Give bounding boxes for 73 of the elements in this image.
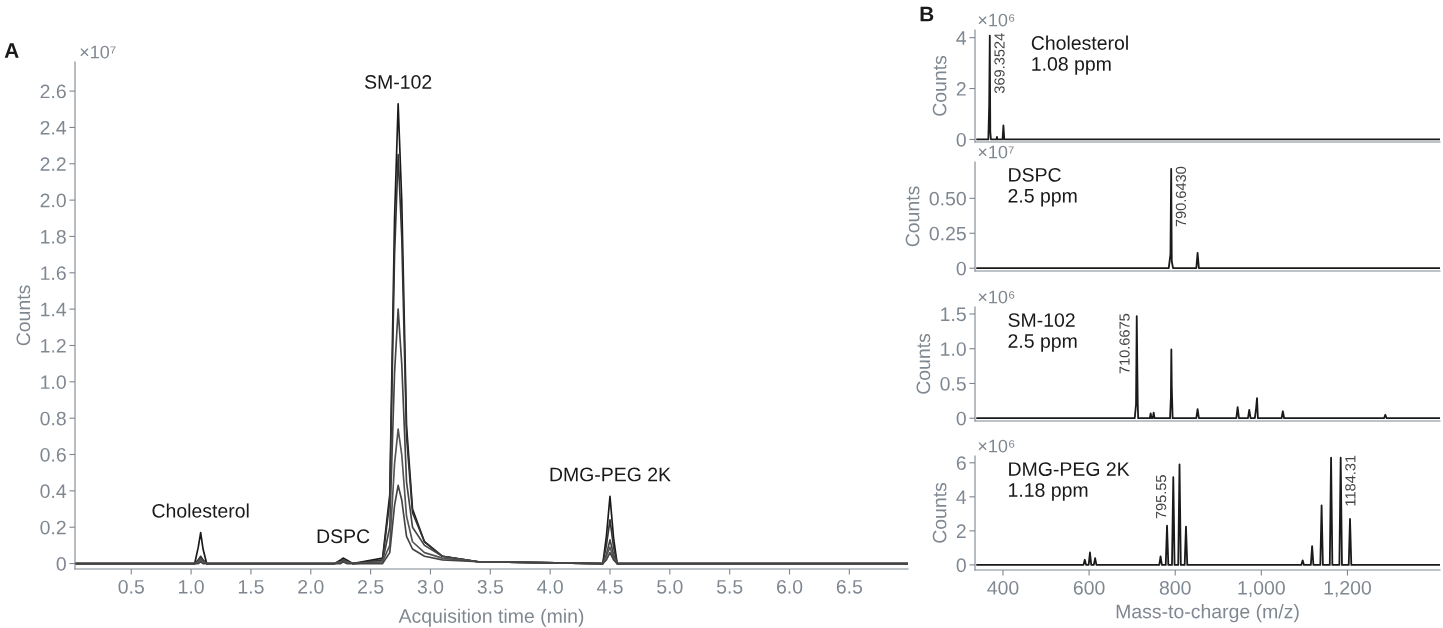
y-tick-label: 6 [956,456,966,471]
x-tick-label: 5.5 [716,580,743,594]
y-axis-title: Counts [932,55,947,116]
annotation: 710.6675 [1119,313,1130,374]
annotation: 795.55 [1155,475,1167,519]
annotation: SM-102 [364,75,432,89]
x-tick-label: 1,000 [1238,580,1285,597]
y-tick-label: 2 [956,524,966,538]
annotation: 369.3524 [994,33,1005,94]
y-axis-title: Counts [905,186,920,247]
y-axis-title: Counts [916,333,931,394]
y-tick-label: 1.5 [941,307,966,322]
x-tick-label: 600 [1073,580,1105,595]
chart-title: A [4,43,19,58]
y-tick-label: 4 [956,490,967,504]
text: ×10⁷ [80,45,116,59]
y-tick-label: 1.6 [41,266,66,281]
y-tick-label: 0 [956,132,966,147]
y-tick-label: 2.6 [40,84,66,99]
y-tick-label: 1.0 [41,375,66,390]
y-tick-label: 0 [956,411,966,426]
y-axis-title: Counts [16,285,31,346]
annotation: Cholesterol [152,503,249,518]
y-tick-label: 2.0 [40,193,66,208]
y-tick-label: 2.2 [40,157,66,171]
x-tick-label: 1,200 [1324,580,1371,597]
x-tick-label: 400 [987,580,1019,595]
text: ×10⁶ [978,13,1015,27]
annotation: 790.6430 [1175,166,1187,227]
y-tick-label: 0 [956,558,966,573]
y-tick-label: 2.4 [40,120,67,135]
annotation: DSPC 2.5 ppm [1008,167,1077,207]
y-tick-label: 0.50 [929,191,966,206]
x-axis-title: Mass-to-charge (m/z) [1116,604,1299,623]
y-tick-label: 1.4 [41,302,67,317]
x-tick-label: 4.5 [596,580,623,594]
annotation: DSPC [317,529,370,544]
x-tick-label: 1.0 [179,579,204,594]
text: ×10⁶ [978,290,1015,304]
x-tick-label: 2.0 [298,579,324,594]
text: ×10⁷ [978,145,1014,159]
y-tick-label: 1.2 [41,338,66,353]
x-tick-label: 3.0 [417,579,444,594]
annotation: DMG-PEG 2K [550,467,671,482]
x-tick-label: 4.0 [537,579,563,594]
x-tick-label: 5.0 [657,579,683,594]
text: ×10⁶ [978,439,1015,453]
y-tick-label: 4 [956,31,967,45]
y-tick-label: 0.4 [40,484,67,499]
y-tick-label: 0.6 [40,447,66,462]
annotation: Cholesterol 1.08 ppm [1031,35,1128,75]
annotation: 1184.31 [1345,455,1356,506]
x-axis-title: Acquisition time (min) [398,608,584,627]
x-tick-label: 800 [1159,580,1191,595]
x-tick-label: 0.5 [118,579,144,594]
y-tick-label: 2 [956,82,966,96]
y-tick-label: 0.8 [40,411,66,426]
annotation: SM-102 2.5 ppm [1008,313,1077,352]
chart-title: B [920,6,934,22]
x-tick-label: 2.5 [358,579,384,594]
x-tick-label: 6.5 [836,579,863,594]
x-tick-label: 3.5 [477,579,503,594]
y-tick-label: 0.2 [40,520,66,535]
x-tick-label: 1.5 [238,580,264,594]
y-tick-label: 0.25 [929,226,966,241]
y-tick-label: 0 [956,261,966,276]
y-tick-label: 1.8 [41,229,66,244]
y-tick-label: 0 [56,557,66,571]
x-tick-label: 6.0 [776,579,803,594]
y-axis-title: Counts [932,482,947,543]
y-tick-label: 1.0 [941,342,966,356]
annotation: DMG-PEG 2K 1.18 ppm [1009,462,1130,501]
y-tick-label: 0.5 [940,376,966,391]
